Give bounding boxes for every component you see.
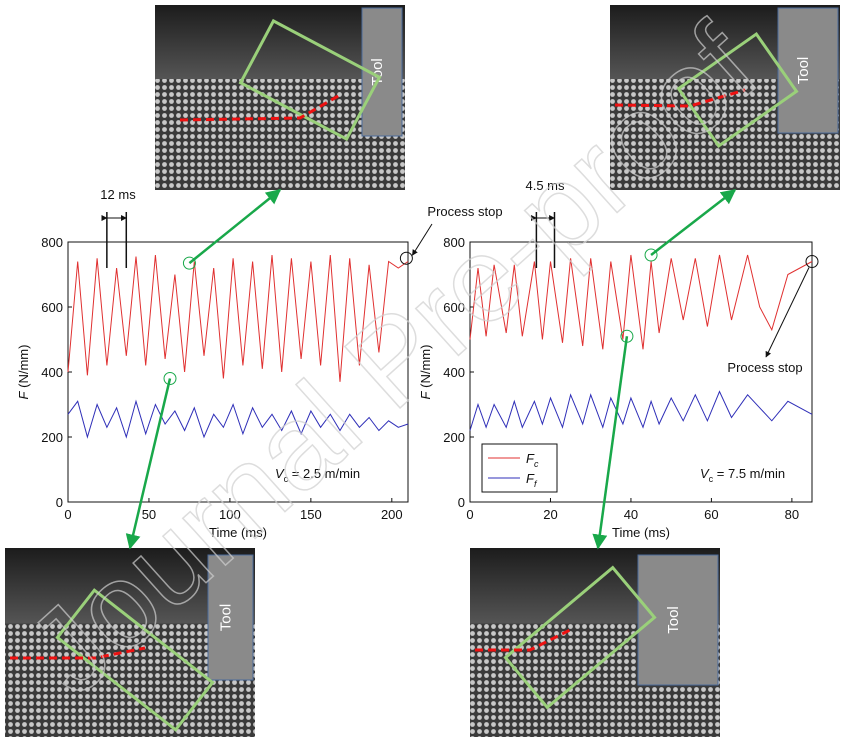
x-tick-label: 80 (785, 507, 799, 522)
micrograph: Tool (470, 548, 720, 737)
stop-label: Process stop (727, 360, 802, 375)
y-tick-label: 0 (56, 495, 63, 510)
x-tick-label: 60 (704, 507, 718, 522)
series-line (469, 390, 813, 431)
y-tick-label: 200 (41, 430, 63, 445)
x-tick-label: 100 (219, 507, 241, 522)
capture-marker (182, 256, 196, 270)
text-part: F (418, 390, 433, 399)
x-tick-label: 200 (381, 507, 403, 522)
x-tick-label: 40 (624, 507, 638, 522)
stop-marker (399, 251, 413, 265)
shear-line (179, 93, 341, 122)
series-line (67, 254, 409, 382)
y-tick-label: 600 (443, 300, 465, 315)
tool-label: Tool (369, 58, 386, 86)
chip-zone (238, 18, 382, 142)
x-tick-label: 0 (466, 507, 473, 522)
y-tick-label: 400 (41, 365, 63, 380)
x-axis-label: Time (ms) (612, 525, 670, 540)
text-part: (N/mm) (16, 345, 31, 388)
text-part: (N/mm) (418, 345, 433, 388)
micrograph: Tool (155, 5, 405, 190)
period-label: 12 ms (100, 187, 136, 202)
tool-label: Tool (218, 604, 235, 632)
text-part: V (700, 466, 710, 481)
x-tick-label: 150 (300, 507, 322, 522)
text-part: F (526, 471, 535, 486)
series-line (469, 254, 813, 350)
stop-label: Process stop (427, 204, 502, 219)
stop-arrow (765, 267, 810, 358)
y-tick-label: 400 (443, 365, 465, 380)
micrograph: Tool (610, 5, 840, 190)
capture-arrow (592, 336, 629, 550)
y-axis-label: F (N/mm) (16, 345, 31, 400)
y-axis-label: F (N/mm) (418, 345, 433, 400)
x-tick-label: 20 (543, 507, 557, 522)
tool-label: Tool (665, 606, 682, 634)
micrograph: Tool (5, 548, 255, 737)
text-part: = 2.5 m/min (288, 466, 360, 481)
text-part: f (534, 479, 538, 489)
chip-zone (55, 588, 215, 732)
text-part: c (709, 474, 714, 484)
y-tick-label: 200 (443, 430, 465, 445)
legend-box (481, 443, 558, 493)
y-tick-label: 0 (458, 495, 465, 510)
text-part: = 7.5 m/min (713, 466, 785, 481)
stop-marker (805, 255, 819, 268)
capture-marker (163, 372, 177, 385)
y-tick-label: 800 (443, 235, 465, 250)
chip-zone (676, 31, 799, 149)
legend-label: Ff (526, 471, 538, 489)
x-tick-label: 0 (64, 507, 71, 522)
text-part: V (275, 466, 285, 481)
text-part: F (526, 451, 535, 466)
shear-line (10, 646, 146, 660)
speed-label: Vc = 2.5 m/min (275, 466, 360, 484)
capture-arrow (125, 378, 172, 550)
period-label: 4.5 ms (525, 178, 565, 193)
tool (207, 554, 254, 681)
text-part: F (16, 390, 31, 399)
text-part: c (534, 459, 539, 469)
stop-arrow (411, 223, 433, 256)
capture-marker (644, 248, 658, 262)
series-line (67, 399, 409, 439)
speed-label: Vc = 7.5 m/min (700, 466, 785, 484)
text-part: c (284, 474, 289, 484)
tool-label: Tool (795, 57, 812, 85)
capture-arrow (188, 189, 282, 265)
capture-arrow (650, 189, 737, 256)
chip-zone (503, 565, 657, 710)
y-tick-label: 600 (41, 300, 63, 315)
x-tick-label: 50 (142, 507, 156, 522)
tool (777, 7, 839, 134)
x-axis-label: Time (ms) (209, 525, 267, 540)
y-tick-label: 800 (41, 235, 63, 250)
shear-line (475, 628, 571, 652)
legend-label: Fc (526, 451, 539, 469)
